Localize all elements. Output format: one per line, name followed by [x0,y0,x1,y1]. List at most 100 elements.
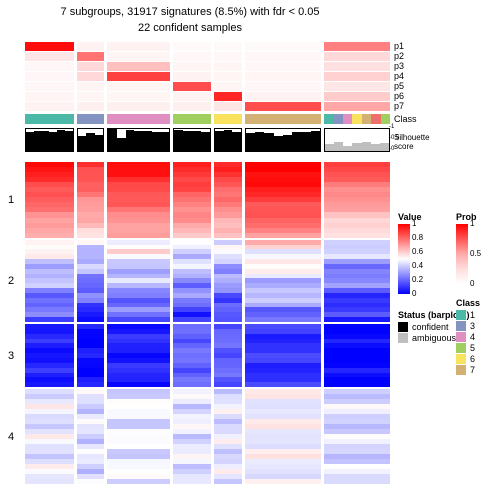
heatmap-block [77,324,105,387]
prob-cell [245,52,321,61]
prob-cell [324,42,390,51]
silhouette-bar [343,146,352,152]
silhouette-bar [49,132,57,151]
silhouette-bar [215,131,224,151]
prob-cell [214,72,242,81]
prob-cell [245,82,321,91]
heatmap-block [173,389,211,484]
heatmap-block [173,240,211,322]
prob-cell [173,72,211,81]
section-label: 4 [8,431,14,443]
heatmap-block [324,162,390,238]
legend: Value10.80.60.40.20 [398,212,422,294]
silhouette-bar [86,133,95,151]
prob-cell [324,102,390,111]
prob-cell [214,52,242,61]
silhouette-bar [283,135,292,151]
class-cell [107,114,169,124]
prob-cell [25,52,74,61]
class-cell [77,114,105,124]
prob-cell [77,82,105,91]
heatmap-block [324,240,390,322]
section-label: 3 [8,350,14,362]
prob-cell [25,42,74,51]
heatmap-block [77,240,105,322]
heatmap-block [173,162,211,238]
prob-cell [245,102,321,111]
silhouette-bar [325,144,334,151]
heatmap-block [245,240,321,322]
silhouette-panel [173,128,211,152]
heatmap-block [107,240,169,322]
silhouette-bar [264,133,273,151]
prob-cell [25,62,74,71]
prob-cell [245,42,321,51]
prob-cell [25,72,74,81]
prob-cell [173,82,211,91]
silhouette-bar [174,130,183,151]
prob-cell [245,72,321,81]
heatmap-block [214,162,242,238]
class-label: Class [394,114,417,124]
heatmap-block [107,162,169,238]
heatmap-block [77,162,105,238]
silhouette-bar [117,138,126,151]
heatmap-block [107,389,169,484]
prob-cell [214,62,242,71]
prob-cell [173,92,211,101]
silhouette-bar [42,131,50,151]
prob-cell [25,82,74,91]
prob-cell [214,102,242,111]
class-cell [25,114,74,124]
prob-cell [214,82,242,91]
prob-cell [173,42,211,51]
heatmap-block [25,389,74,484]
heatmap-block [324,389,390,484]
prob-cell [324,82,390,91]
silhouette-panel [214,128,242,152]
section-label: 1 [8,194,14,206]
p-row-label: p5 [394,81,404,91]
silhouette-bar [34,131,42,151]
silhouette-bar [380,143,389,151]
silhouette-bar [224,130,233,151]
prob-cell [77,52,105,61]
silhouette-bar [232,132,241,151]
silhouette-bar [302,132,311,151]
prob-cell [77,92,105,101]
heatmap-block [214,240,242,322]
silhouette-bar [65,131,73,151]
heatmap-block [245,389,321,484]
prob-cell [173,102,211,111]
silhouette-bar [311,131,320,151]
heatmap-block [214,324,242,387]
prob-cell [214,92,242,101]
silhouette-bar [362,142,371,151]
silhouette-bar [183,131,192,151]
silhouette-bar [78,136,87,151]
prob-cell [107,62,169,71]
silhouette-bar [143,131,152,151]
prob-cell [77,72,105,81]
prob-cell [77,62,105,71]
silhouette-bar [274,136,283,151]
silhouette-bar [134,131,143,151]
heatmap-block [25,324,74,387]
silhouette-bar [192,131,201,151]
prob-cell [173,62,211,71]
silhouette-bar [126,130,135,151]
title-line1: 7 subgroups, 31917 signatures (8.5%) wit… [0,6,380,18]
prob-cell [324,92,390,101]
prob-cell [77,42,105,51]
prob-cell [107,82,169,91]
prob-cell [245,62,321,71]
heatmap-block [214,389,242,484]
title-line2: 22 confident samples [0,22,380,34]
class-cell [245,114,321,124]
prob-cell [25,92,74,101]
silhouette-panel [77,128,105,152]
class-cell [173,114,211,124]
p-row-label: p1 [394,41,404,51]
section-label: 2 [8,275,14,287]
p-row-label: p3 [394,61,404,71]
